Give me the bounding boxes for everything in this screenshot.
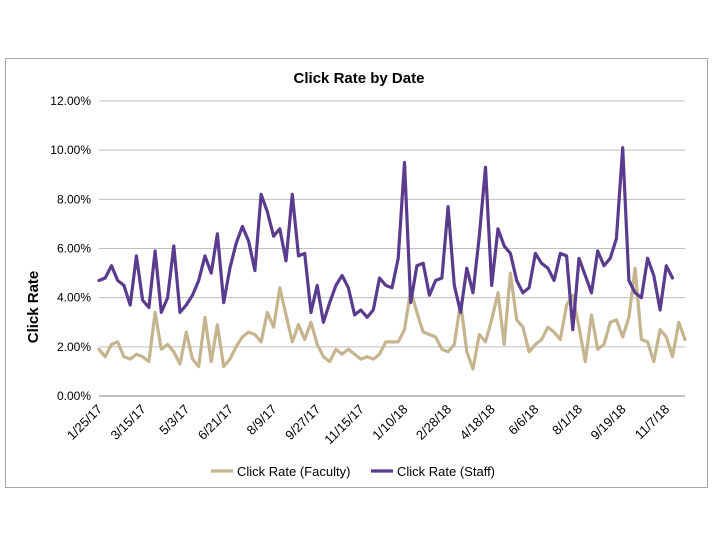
legend-label: Click Rate (Faculty) xyxy=(237,464,350,479)
x-tick-label: 8/9/17 xyxy=(244,402,280,438)
series-line xyxy=(97,266,687,371)
series-lines xyxy=(97,146,687,371)
x-tick-label: 9/27/17 xyxy=(282,402,323,443)
x-tick-label: 4/18/18 xyxy=(457,402,498,443)
x-tick-label: 11/15/17 xyxy=(321,402,367,448)
chart-title: Click Rate by Date xyxy=(294,70,425,87)
x-tick-label: 6/21/17 xyxy=(195,402,236,443)
x-tick-label: 6/6/18 xyxy=(505,402,541,438)
y-axis-ticks: 0.00% 2.00% 4.00% 6.00% 8.00% 10.00% 12.00% xyxy=(50,94,91,403)
legend-label: Click Rate (Staff) xyxy=(397,464,495,479)
x-tick-label: 9/19/18 xyxy=(588,402,629,443)
series-staff xyxy=(97,146,675,332)
y-axis-label: Click Rate xyxy=(25,271,42,344)
x-tick-label: 1/25/17 xyxy=(64,402,105,443)
y-tick-label: 0.00% xyxy=(57,389,91,403)
x-tick-label: 1/10/18 xyxy=(369,402,410,443)
x-tick-label: 5/3/17 xyxy=(156,402,192,438)
x-axis-ticks: 1/25/17 3/15/17 5/3/17 6/21/17 8/9/17 9/27/17… xyxy=(64,402,673,448)
y-tick-label: 12.00% xyxy=(50,94,91,108)
gridlines xyxy=(99,100,685,397)
x-tick-label: 8/1/18 xyxy=(549,402,585,438)
line-chart: Click Rate by Date Click Rate 0.00% 2.00%… xyxy=(25,70,687,479)
chart-area: Click Rate by Date Click Rate 0.00% 2.00%… xyxy=(5,58,708,488)
y-tick-label: 4.00% xyxy=(57,291,91,305)
x-tick-label: 2/28/18 xyxy=(413,402,454,443)
y-tick-label: 10.00% xyxy=(50,143,91,157)
legend: Click Rate (Faculty) Click Rate (Staff) xyxy=(211,464,495,479)
series-faculty xyxy=(97,266,687,371)
y-tick-label: 2.00% xyxy=(57,340,91,354)
x-tick-label: 11/7/18 xyxy=(632,402,673,443)
series-line xyxy=(97,146,675,332)
y-tick-label: 6.00% xyxy=(57,242,91,256)
x-tick-label: 3/15/17 xyxy=(107,402,148,443)
y-tick-label: 8.00% xyxy=(57,192,91,206)
